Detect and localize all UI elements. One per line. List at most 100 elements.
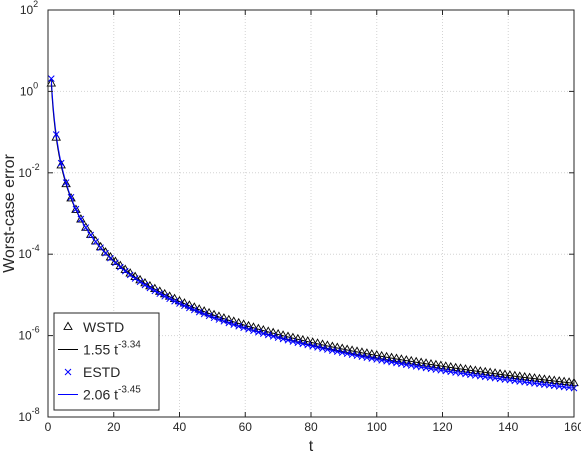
wstd-point xyxy=(431,359,441,369)
x-tick-label: 160 xyxy=(564,420,581,434)
wstd-point xyxy=(500,369,510,378)
legend-label-exponent: -3.45 xyxy=(118,385,141,396)
wstd-point xyxy=(322,340,333,349)
series-line-2-06-t-3-45 xyxy=(50,78,575,389)
wstd-point xyxy=(401,355,412,364)
y-tick-exponent: -2 xyxy=(32,162,40,172)
wstd-point xyxy=(421,358,431,367)
wstd-point xyxy=(544,374,555,384)
wstd-point xyxy=(485,367,495,376)
wstd-point xyxy=(288,332,298,342)
wstd-point xyxy=(61,178,71,188)
wstd-point xyxy=(396,354,407,363)
wstd-point xyxy=(386,352,397,361)
wstd-point xyxy=(342,344,352,353)
wstd-point xyxy=(391,353,402,362)
x-tick-label: 40 xyxy=(173,420,187,434)
x-axis-label: t xyxy=(309,438,314,455)
wstd-point xyxy=(549,375,560,384)
wstd-point xyxy=(298,334,308,344)
wstd-point xyxy=(337,343,348,352)
wstd-point xyxy=(278,330,288,339)
wstd-point xyxy=(66,193,76,202)
wstd-point xyxy=(426,359,436,368)
wstd-point xyxy=(554,376,564,385)
wstd-point xyxy=(406,355,417,365)
wstd-point xyxy=(534,373,545,383)
y-tick-exponent: 2 xyxy=(33,0,38,9)
wstd-point xyxy=(312,338,323,347)
wstd-point xyxy=(307,337,318,346)
wstd-point xyxy=(480,366,491,376)
y-tick-base: 10 xyxy=(18,166,32,180)
y-axis-label: Worst-case error xyxy=(1,153,18,273)
y-tick-base: 10 xyxy=(20,84,34,98)
y-tick-base: 10 xyxy=(20,3,34,17)
wstd-point xyxy=(90,236,101,245)
wstd-point xyxy=(519,371,530,381)
wstd-point xyxy=(475,366,486,375)
wstd-point xyxy=(539,374,550,383)
x-tick-label: 60 xyxy=(239,420,253,434)
wstd-point xyxy=(71,204,81,213)
wstd-point xyxy=(455,363,466,372)
wstd-point xyxy=(564,377,574,386)
y-tick-exponent: 0 xyxy=(33,80,38,90)
y-tick-label: 10-6 xyxy=(18,325,39,343)
wstd-point xyxy=(510,370,520,380)
wstd-point xyxy=(293,333,303,343)
wstd-point xyxy=(514,371,525,380)
legend-marker-swatch xyxy=(63,321,73,330)
wstd-point xyxy=(559,376,569,386)
legend-label: WSTD xyxy=(83,319,124,335)
y-tick-base: 10 xyxy=(18,247,32,261)
wstd-point xyxy=(56,159,66,169)
wstd-point xyxy=(85,229,96,238)
y-tick-base: 10 xyxy=(18,329,32,343)
wstd-point xyxy=(465,364,476,374)
wstd-point xyxy=(524,372,535,381)
legend-label: 1.55 t-3.34 xyxy=(83,340,141,358)
x-tick-label: 100 xyxy=(367,420,387,434)
y-tick-exponent: -4 xyxy=(32,243,40,253)
legend: WSTD 1.55 t-3.34 ESTD 2.06 t-3.45 xyxy=(53,312,160,411)
x-tick-label: 140 xyxy=(498,420,518,434)
wstd-point xyxy=(367,349,377,358)
wstd-point xyxy=(445,362,456,371)
wstd-point xyxy=(347,345,357,354)
y-tick-exponent: -8 xyxy=(32,406,40,416)
x-tick-label: 0 xyxy=(45,420,52,434)
wstd-point xyxy=(450,362,461,372)
y-tick-label: 10-8 xyxy=(18,406,39,424)
wstd-point xyxy=(470,365,481,374)
legend-label-exponent: -3.34 xyxy=(118,340,141,351)
wstd-point xyxy=(81,222,91,231)
wstd-point xyxy=(327,341,338,350)
wstd-point xyxy=(436,360,446,369)
legend-label: ESTD xyxy=(83,364,120,380)
wstd-point xyxy=(411,356,421,366)
legend-label-base: 1.55 t xyxy=(83,342,118,358)
series-line-1-55-t-3-34 xyxy=(50,83,575,384)
wstd-point xyxy=(529,373,540,382)
wstd-point xyxy=(371,350,382,359)
wstd-point xyxy=(495,368,505,378)
wstd-point xyxy=(332,342,343,351)
wstd-point xyxy=(381,351,392,361)
wstd-point xyxy=(76,214,86,223)
wstd-point xyxy=(460,364,471,373)
wstd-point xyxy=(362,348,372,357)
wstd-point xyxy=(505,370,515,379)
y-tick-exponent: -6 xyxy=(32,325,40,335)
wstd-point xyxy=(357,347,367,356)
wstd-point xyxy=(376,350,387,360)
wstd-point xyxy=(416,357,426,366)
y-tick-label: 10-4 xyxy=(18,243,39,261)
wstd-point xyxy=(283,331,293,340)
estd-point xyxy=(47,75,55,82)
x-tick-label: 120 xyxy=(432,420,452,434)
legend-label: 2.06 t-3.45 xyxy=(83,385,141,403)
y-tick-base: 10 xyxy=(18,410,32,424)
